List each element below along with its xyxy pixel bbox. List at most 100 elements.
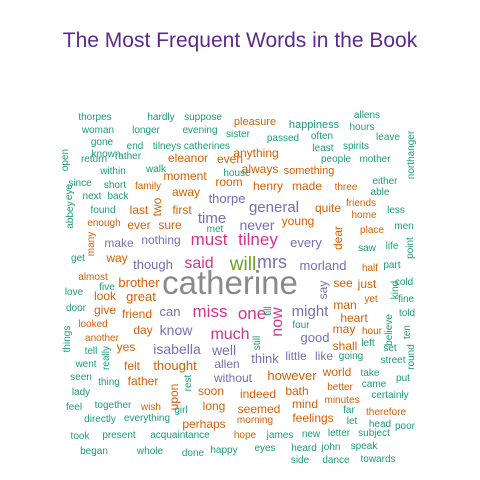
word-love: love	[65, 287, 84, 298]
word-now: now	[269, 307, 286, 337]
word-mrs: mrs	[257, 252, 287, 272]
word-point: point	[405, 237, 416, 259]
word-upon: upon	[167, 384, 181, 411]
word-yes: yes	[117, 340, 136, 354]
word-kind: kind	[390, 281, 401, 299]
word-half: half	[362, 263, 378, 274]
word-spirits: spirits	[343, 141, 369, 152]
word-say: say	[316, 281, 330, 300]
word-came: came	[362, 379, 387, 390]
word-last: last	[130, 203, 149, 217]
word-moment: moment	[163, 169, 207, 183]
word-girl: girl	[174, 405, 187, 416]
word-thorpes: thorpes	[78, 112, 111, 123]
word-either: either	[372, 176, 398, 187]
word-going: going	[339, 351, 363, 362]
word-life: life	[386, 241, 399, 252]
word-seemed: seemed	[238, 402, 281, 416]
word-woman: woman	[81, 125, 114, 136]
word-wish: wish	[140, 402, 161, 413]
word-family: family	[135, 181, 161, 192]
word-thought: thought	[153, 358, 197, 373]
word-rather: rather	[115, 151, 142, 162]
word-went: went	[74, 359, 96, 370]
word-everything: everything	[124, 413, 170, 424]
word-however: however	[267, 368, 317, 383]
word-northanger: northanger	[406, 130, 417, 179]
word-let: let	[347, 416, 358, 427]
word-seen: seen	[70, 372, 92, 383]
word-yet: yet	[364, 294, 378, 305]
word-minutes: minutes	[324, 395, 359, 406]
word-poor: poor	[395, 421, 416, 432]
word-end: end	[127, 141, 144, 152]
word-john: john	[321, 442, 341, 453]
word-mother: mother	[359, 154, 391, 165]
word-ever: ever	[127, 218, 150, 232]
word-ten: ten	[402, 325, 413, 339]
word-head: head	[369, 419, 391, 430]
word-every: every	[290, 235, 322, 250]
word-happiness: happiness	[289, 119, 340, 131]
word-longer: longer	[132, 125, 160, 136]
word-feel: feel	[66, 402, 82, 413]
word-something: something	[284, 165, 335, 177]
word-saw: saw	[358, 243, 377, 254]
word-much: much	[210, 326, 249, 343]
word-general: general	[249, 199, 299, 216]
word-thing: thing	[98, 377, 120, 388]
word-left: left	[361, 338, 375, 349]
word-time: time	[198, 210, 226, 227]
word-met: met	[207, 224, 224, 235]
word-often: often	[311, 131, 333, 142]
word-within: within	[99, 166, 126, 177]
word-brother: brother	[118, 275, 160, 290]
word-back: back	[107, 191, 129, 202]
word-well: well	[211, 342, 236, 358]
word-mind: mind	[292, 397, 318, 411]
word-just: just	[357, 277, 377, 291]
word-therefore: therefore	[366, 407, 406, 418]
word-believe: believe	[384, 314, 395, 346]
word-short: short	[104, 180, 126, 191]
word-heard: heard	[291, 443, 317, 454]
word-indeed: indeed	[240, 387, 276, 401]
word-give: give	[94, 303, 116, 317]
word-friends: friends	[346, 198, 376, 209]
word-see: see	[333, 276, 353, 290]
word-walk: walk	[145, 164, 167, 175]
word-far: far	[343, 405, 355, 416]
word-many: many	[86, 232, 97, 256]
word-began: began	[80, 446, 108, 457]
word-least: least	[312, 143, 333, 154]
word-place: place	[360, 225, 384, 236]
word-present: present	[102, 430, 136, 441]
word-tell: tell	[85, 346, 98, 357]
word-three: three	[335, 182, 358, 193]
word-speak: speak	[351, 441, 379, 452]
word-anything: anything	[233, 146, 278, 160]
word-house: house	[223, 168, 251, 179]
word-took: took	[71, 431, 91, 442]
word-like: like	[315, 349, 333, 363]
word-henry: henry	[253, 179, 283, 193]
word-gone: gone	[91, 137, 114, 148]
word-always: always	[242, 162, 279, 176]
word-said: said	[184, 255, 213, 272]
word-day: day	[133, 323, 152, 337]
word-eye: eye	[64, 184, 75, 201]
word-dance: dance	[322, 455, 350, 466]
word-new: new	[302, 429, 321, 440]
word-hour: hour	[362, 326, 383, 337]
word-perhaps: perhaps	[182, 417, 225, 431]
word-side: side	[291, 455, 310, 466]
word-found: found	[90, 205, 115, 216]
word-dear: dear	[331, 226, 345, 250]
word-father: father	[128, 374, 159, 388]
word-things: things	[62, 326, 73, 353]
word-first: first	[172, 203, 192, 217]
word-eyes: eyes	[254, 443, 275, 454]
word-people: people	[321, 154, 351, 165]
